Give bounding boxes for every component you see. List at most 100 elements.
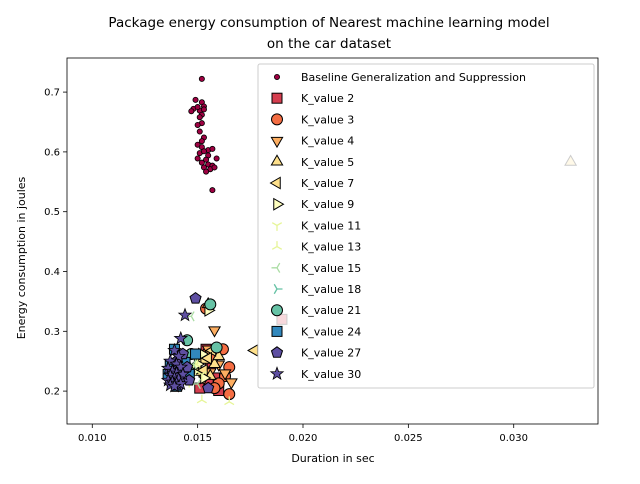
legend-marker xyxy=(271,325,283,337)
data-point xyxy=(218,369,232,381)
legend-marker xyxy=(271,262,281,273)
legend-label: K_value 7 xyxy=(301,177,354,190)
data-point xyxy=(198,138,205,145)
legend-marker xyxy=(273,74,280,81)
legend-marker xyxy=(271,113,283,126)
data-point xyxy=(202,381,215,394)
legend-marker xyxy=(271,222,283,231)
data-point xyxy=(173,330,189,345)
legend-item: K_value 21 xyxy=(271,304,361,317)
legend-item: K_value 2 xyxy=(271,92,354,105)
legend-item: K_value 3 xyxy=(271,113,354,126)
legend-label: K_value 21 xyxy=(301,304,361,317)
legend-marker xyxy=(270,346,284,358)
data-point xyxy=(198,159,205,166)
legend-marker xyxy=(271,304,283,317)
legend-label: K_value 13 xyxy=(301,241,361,254)
legend-label: K_value 30 xyxy=(301,368,361,381)
data-point xyxy=(196,128,203,135)
series-0 xyxy=(188,75,220,194)
x-tick-label: 0.020 xyxy=(289,433,318,444)
y-tick-label: 0.3 xyxy=(44,327,60,338)
legend-item: K_value 30 xyxy=(269,366,361,381)
data-point xyxy=(194,121,201,128)
legend-marker xyxy=(269,176,281,190)
data-point xyxy=(173,376,189,391)
data-point xyxy=(211,164,218,171)
data-point xyxy=(203,168,210,175)
legend-label: K_value 15 xyxy=(301,262,361,275)
legend-item: K_value 27 xyxy=(270,346,361,360)
data-point xyxy=(192,96,199,103)
legend-item: K_value 4 xyxy=(270,135,354,149)
y-tick-label: 0.7 xyxy=(44,88,60,99)
legend-item: Baseline Generalization and Suppression xyxy=(273,71,526,84)
x-axis-label: Duration in sec xyxy=(291,452,374,465)
chart-title-line-2: on the car dataset xyxy=(267,36,391,52)
legend-label: Baseline Generalization and Suppression xyxy=(301,71,526,84)
legend-item: K_value 9 xyxy=(273,197,354,211)
data-point xyxy=(189,291,202,304)
data-point xyxy=(198,75,205,82)
legend-label: K_value 11 xyxy=(301,219,361,232)
legend-label: K_value 27 xyxy=(301,347,361,360)
series-14 xyxy=(160,307,193,393)
legend-marker xyxy=(273,283,283,295)
data-point xyxy=(177,307,193,322)
y-tick-label: 0.5 xyxy=(44,207,60,218)
data-point xyxy=(224,396,235,406)
legend-item: K_value 18 xyxy=(273,283,361,296)
data-point xyxy=(167,378,182,393)
data-point xyxy=(213,155,220,162)
x-axis-ticks: 0.010 0.015 0.020 0.025 0.030 xyxy=(78,424,528,444)
data-point xyxy=(196,114,203,121)
data-point xyxy=(196,371,207,380)
legend-marker xyxy=(273,197,285,211)
data-point xyxy=(190,348,202,360)
data-point xyxy=(209,145,216,152)
legend-label: K_value 2 xyxy=(301,92,354,105)
y-tick-label: 0.6 xyxy=(44,147,60,158)
legend-marker xyxy=(270,136,284,149)
legend-item: K_value 5 xyxy=(270,154,354,169)
data-point xyxy=(210,341,223,354)
legend-marker xyxy=(271,92,283,104)
legend-box xyxy=(257,63,595,389)
x-tick-label: 0.025 xyxy=(394,433,423,444)
data-point xyxy=(196,394,207,404)
legend-marker xyxy=(270,154,284,166)
legend: Baseline Generalization and Suppression K… xyxy=(257,63,595,389)
y-tick-label: 0.2 xyxy=(44,387,60,398)
axes-frame xyxy=(66,57,599,425)
plot-area xyxy=(160,75,578,406)
legend-label: K_value 4 xyxy=(301,135,354,148)
data-point xyxy=(194,155,201,162)
legend-item: K_value 15 xyxy=(271,262,361,275)
data-point xyxy=(200,148,207,155)
data-point xyxy=(208,326,221,338)
legend-label: K_value 24 xyxy=(301,325,361,338)
data-point xyxy=(204,298,217,311)
data-point xyxy=(167,342,182,357)
x-tick-label: 0.015 xyxy=(183,433,212,444)
y-axis-label: Energy consumption in joules xyxy=(15,176,28,339)
legend-marker xyxy=(269,366,285,380)
legend-item: K_value 13 xyxy=(271,241,361,254)
data-point xyxy=(173,359,189,374)
legend-item: K_value 7 xyxy=(269,176,354,190)
data-point xyxy=(194,104,201,111)
data-point xyxy=(200,371,212,385)
data-point xyxy=(162,353,178,368)
y-axis-ticks: 0.2 0.3 0.4 0.5 0.6 0.7 xyxy=(44,88,67,398)
x-tick-label: 0.030 xyxy=(499,433,528,444)
data-point xyxy=(171,348,186,363)
data-point xyxy=(224,378,238,390)
legend-label: K_value 5 xyxy=(301,156,354,169)
legend-item: K_value 24 xyxy=(271,325,361,338)
data-point xyxy=(203,156,210,163)
y-tick-label: 0.4 xyxy=(44,267,60,278)
chart-title-line-1: Package energy consumption of Nearest ma… xyxy=(108,15,549,31)
legend-label: K_value 3 xyxy=(301,113,354,126)
legend-label: K_value 9 xyxy=(301,198,354,211)
